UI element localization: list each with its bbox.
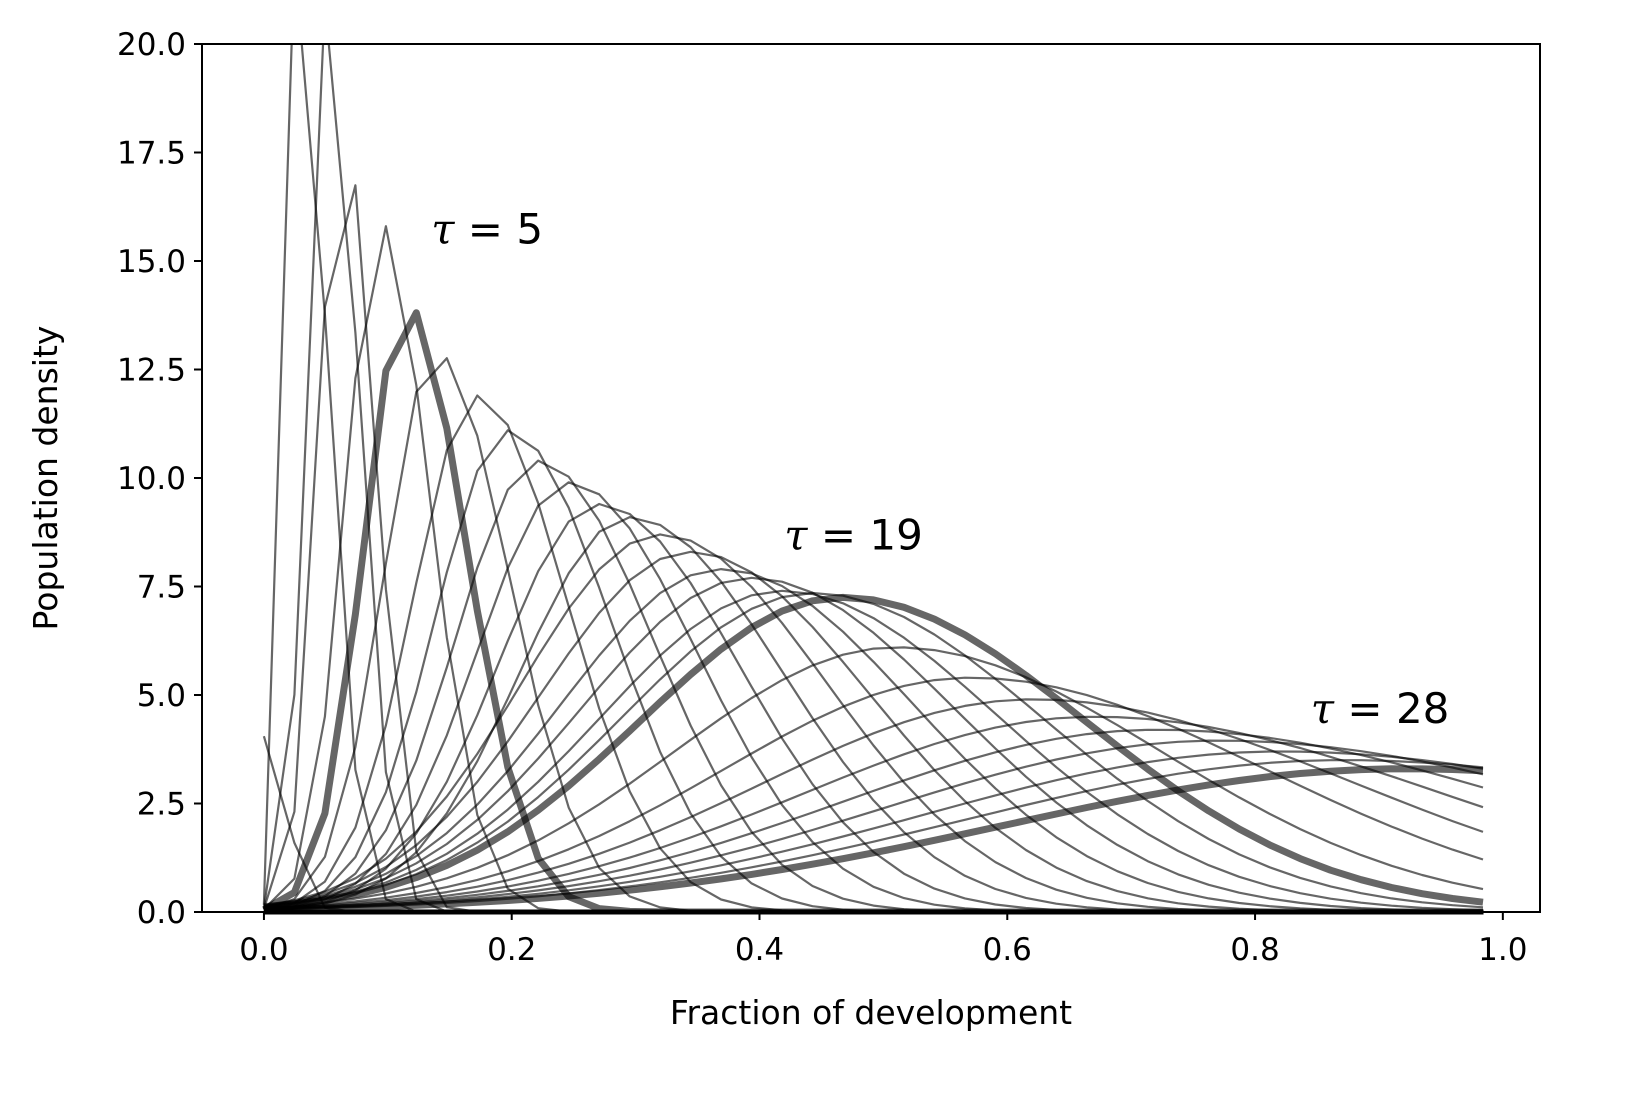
series-line: [263, 646, 1484, 909]
highlighted-series-line: [263, 765, 1484, 912]
x-tick-label: 1.0: [1478, 932, 1527, 968]
y-tick-label: 12.5: [117, 353, 186, 389]
series-line: [263, 739, 1484, 911]
annotations: τ = 5 τ = 19 τ = 28: [431, 205, 1449, 734]
x-tick-label: 0.2: [487, 932, 536, 968]
series-line: [263, 698, 1484, 910]
series-line: [263, 728, 1484, 910]
y-tick-label: 2.5: [137, 787, 186, 823]
series-line: [263, 357, 1483, 912]
x-axis-ticks: 0.0 0.2 0.4 0.6 0.8 1.0: [239, 912, 1527, 968]
series-line: [263, 481, 1483, 912]
x-tick-label: 0.4: [735, 932, 784, 968]
series-line: [263, 567, 1484, 912]
highlighted-series-line: [263, 593, 1484, 911]
series-line: [263, 225, 1483, 912]
highlighted-series-line: [262, 309, 1483, 912]
x-tick-label: 0.0: [239, 932, 288, 968]
series-line: [263, 591, 1484, 909]
y-tick-label: 5.0: [137, 678, 186, 714]
tau-annotation: τ = 19: [784, 511, 923, 560]
x-tick-label: 0.8: [1230, 932, 1279, 968]
y-tick-label: 10.0: [117, 461, 186, 497]
y-tick-label: 15.0: [117, 244, 186, 280]
series-line: [263, 394, 1483, 912]
y-tick-label: 20.0: [117, 27, 186, 63]
series-line: [263, 459, 1483, 912]
series-line: [263, 589, 1484, 912]
series-layer: [262, 44, 1484, 912]
y-tick-label: 17.5: [117, 136, 186, 172]
tau-annotation: τ = 5: [431, 205, 543, 254]
y-tick-label: 7.5: [137, 570, 186, 606]
y-tick-label: 0.0: [137, 895, 186, 931]
series-line: [263, 576, 1484, 912]
x-axis-label: Fraction of development: [670, 993, 1072, 1032]
x-tick-label: 0.6: [983, 932, 1032, 968]
y-axis-label: Population density: [26, 326, 65, 631]
tau-annotation: τ = 28: [1311, 684, 1450, 733]
y-axis-ticks: 0.0 2.5 5.0 7.5 10.0 12.5 15.0 17.5 20.0: [117, 27, 202, 931]
